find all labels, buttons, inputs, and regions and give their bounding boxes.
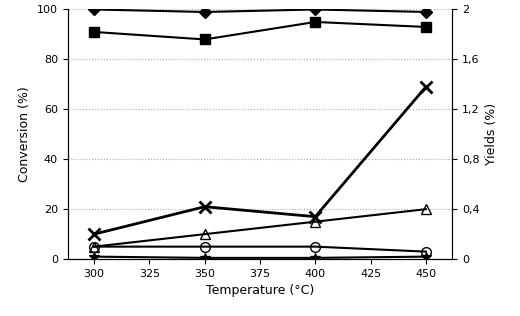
X-axis label: Temperature (°C): Temperature (°C) (206, 284, 314, 297)
Y-axis label: Conversion (%): Conversion (%) (18, 86, 31, 182)
Y-axis label: Yields (%): Yields (%) (485, 103, 498, 165)
